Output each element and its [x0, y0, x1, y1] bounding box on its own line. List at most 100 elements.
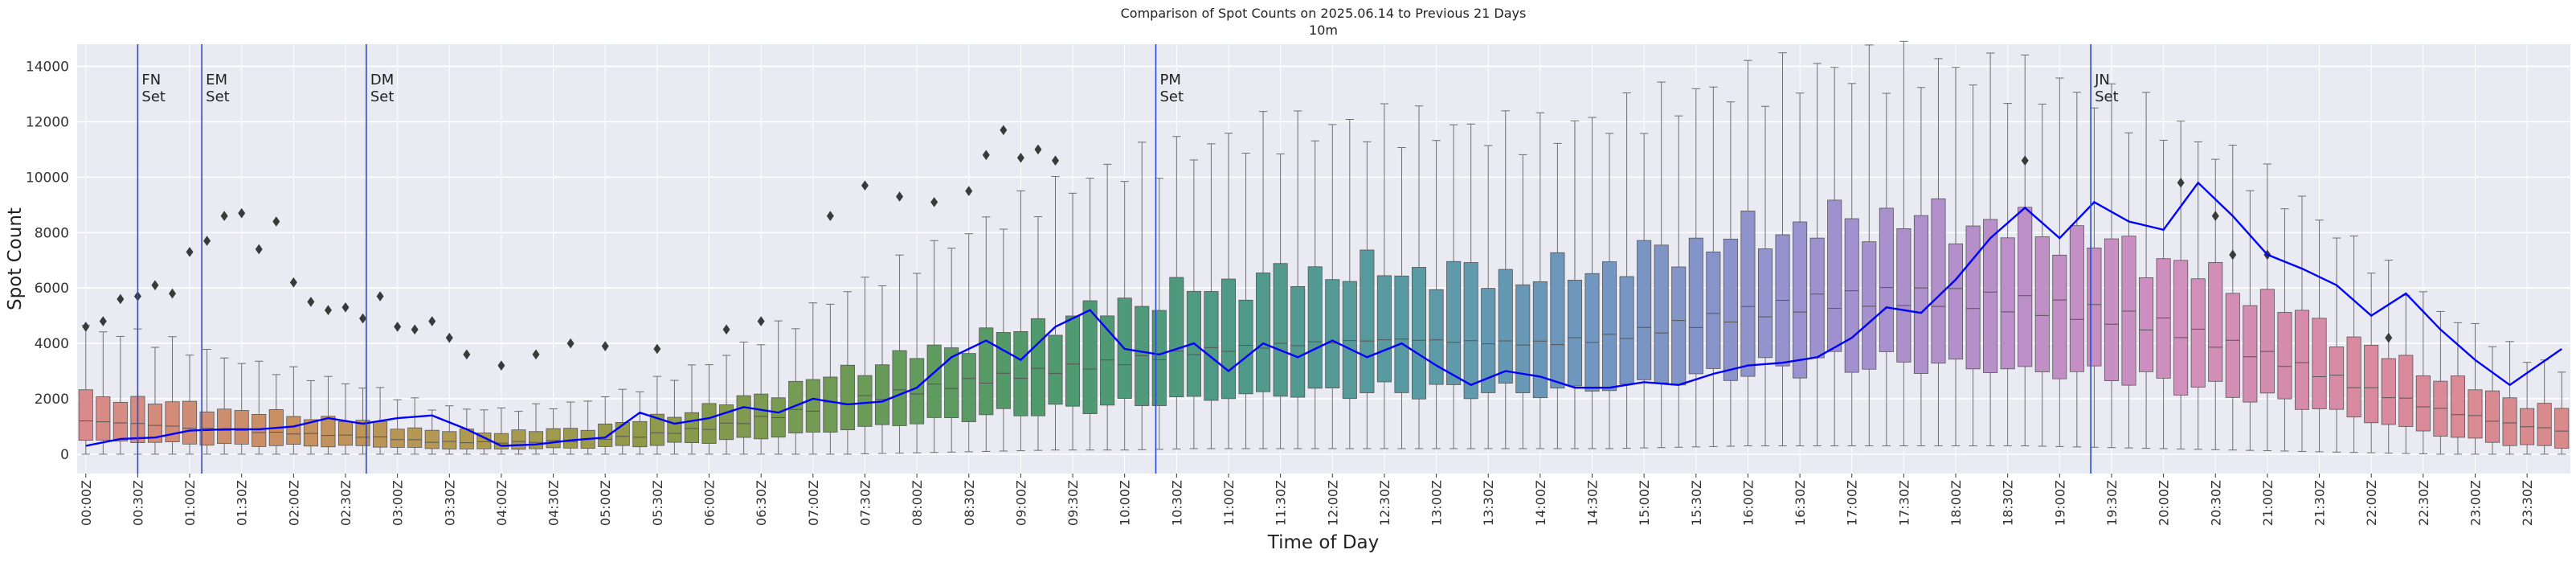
y-tick-label: 0 — [60, 447, 69, 463]
box-iqr — [2069, 225, 2084, 372]
box-iqr — [182, 400, 198, 445]
y-tick-label: 2000 — [35, 392, 69, 408]
box-bin — [632, 391, 648, 455]
box-bin — [2139, 92, 2154, 449]
box-bin — [1376, 103, 1392, 449]
box-bin — [373, 387, 388, 455]
box-iqr — [2173, 260, 2189, 396]
box-bin — [1913, 87, 1928, 447]
box-iqr — [373, 421, 388, 448]
box-iqr — [1983, 219, 1998, 373]
box-bin — [1238, 152, 1253, 449]
box-iqr — [1965, 225, 1981, 370]
box-iqr — [1498, 269, 1513, 384]
box-bin — [2052, 77, 2067, 447]
box-iqr — [1325, 279, 1340, 388]
box-iqr — [2450, 375, 2465, 438]
box-iqr — [1913, 215, 1928, 374]
box-iqr — [1221, 278, 1237, 400]
x-tick-label: 22:00Z — [2364, 480, 2379, 526]
box-iqr — [1740, 211, 1756, 377]
outlier-point — [1000, 125, 1008, 136]
x-tick-label: 04:00Z — [494, 480, 509, 526]
outlier-point — [757, 316, 765, 326]
outlier-point — [463, 349, 471, 360]
box-iqr — [979, 327, 994, 416]
box-bin — [2294, 195, 2310, 452]
box-bin — [2208, 158, 2223, 450]
box-bin — [407, 397, 423, 455]
box-iqr — [926, 344, 942, 418]
x-tick-label: 18:00Z — [1948, 480, 1964, 526]
box-bin — [805, 302, 820, 455]
box-bin — [910, 273, 925, 453]
plot-background — [77, 44, 2570, 474]
box-iqr — [2415, 375, 2431, 432]
box-iqr — [2034, 236, 2050, 372]
y-axis-label: Spot Count — [5, 207, 26, 310]
box-bin — [78, 325, 93, 455]
box-bin — [1879, 92, 1894, 447]
box-iqr — [2052, 254, 2067, 379]
box-iqr — [701, 403, 717, 444]
y-tick-label: 6000 — [35, 281, 69, 297]
box-bin — [2450, 322, 2465, 455]
x-tick-label: 01:30Z — [235, 480, 250, 526]
box-bin — [736, 341, 751, 455]
box-bin — [874, 285, 890, 454]
box-bin — [1135, 142, 1150, 450]
box-bin — [2415, 291, 2431, 454]
outlier-point — [255, 244, 263, 255]
outlier-point — [601, 341, 609, 351]
box-bin — [771, 320, 786, 455]
box-bin — [2034, 103, 2050, 447]
box-iqr — [961, 353, 976, 422]
box-bin — [2346, 236, 2361, 453]
box-iqr — [1723, 238, 1738, 381]
x-tick-label: 18:30Z — [2001, 480, 2016, 526]
box-iqr — [667, 416, 682, 443]
outlier-point — [1051, 155, 1059, 166]
event-label: PM — [1159, 72, 1180, 88]
outlier-point — [965, 186, 973, 196]
x-tick-label: 11:30Z — [1274, 480, 1289, 526]
box-iqr — [2277, 312, 2292, 400]
box-bin — [424, 409, 440, 455]
x-tick-label: 16:30Z — [1793, 480, 1808, 526]
box-bin — [598, 396, 613, 455]
box-bin — [2554, 371, 2570, 455]
box-iqr — [217, 408, 232, 445]
outlier-point — [861, 180, 869, 191]
box-iqr — [1048, 334, 1063, 405]
outlier-point — [324, 305, 332, 316]
box-iqr — [321, 416, 336, 448]
box-iqr — [2398, 355, 2414, 427]
box-iqr — [1602, 261, 1617, 392]
y-tick-label: 12000 — [26, 114, 69, 130]
outlier-point — [307, 297, 315, 307]
box-iqr — [1654, 244, 1669, 384]
x-axis-label: Time of Day — [1267, 532, 1380, 553]
box-bin — [2312, 219, 2327, 453]
box-bin — [1706, 86, 1721, 447]
box-bin — [1030, 216, 1045, 451]
box-iqr — [1827, 199, 1842, 352]
box-iqr — [2156, 258, 2171, 379]
box-bin — [251, 360, 267, 455]
box-bin — [442, 405, 457, 455]
event-sublabel: Set — [1159, 88, 1184, 105]
outlier-point — [930, 197, 938, 207]
box-iqr — [1532, 281, 1548, 399]
box-iqr — [2346, 336, 2361, 418]
outlier-point — [497, 360, 505, 371]
box-bin — [1775, 52, 1790, 447]
box-bin — [1827, 67, 1842, 447]
box-iqr — [2364, 344, 2379, 424]
outlier-point — [982, 150, 990, 161]
box-iqr — [788, 380, 803, 433]
x-tick-label: 09:30Z — [1065, 480, 1081, 526]
box-iqr — [649, 413, 664, 446]
box-bin — [2537, 359, 2552, 455]
outlier-point — [117, 293, 125, 305]
box-bin — [1429, 140, 1444, 449]
